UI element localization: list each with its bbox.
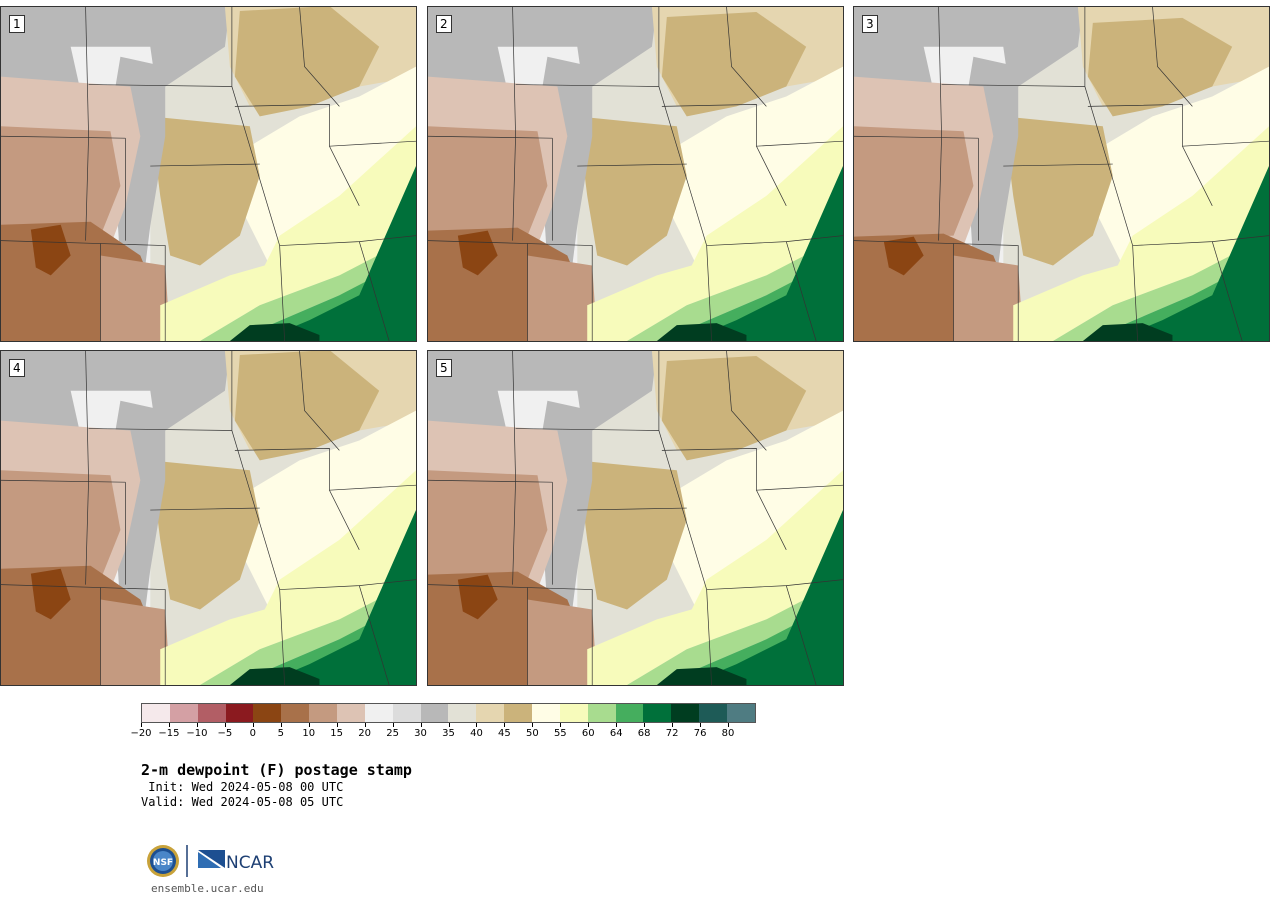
map-panel-2: 2: [427, 6, 844, 342]
colorbar-tick-label: 5: [277, 728, 284, 739]
colorbar-tick: [588, 723, 590, 727]
colorbar-tick: [476, 723, 478, 727]
colorbar-tick-label: 0: [249, 728, 256, 739]
panel-number: 5: [436, 359, 452, 377]
colorbar-tick-label: 45: [498, 728, 511, 739]
colorbar-tick-label: 25: [386, 728, 399, 739]
colorbar-tick-label: 72: [665, 728, 679, 739]
colorbar-tick: [616, 723, 618, 727]
colorbar-swatch: [476, 704, 505, 722]
colorbar-swatch: [364, 704, 393, 722]
colorbar-tick-label: 64: [609, 728, 623, 739]
colorbar-tick-label: −20: [130, 728, 152, 739]
colorbar-tick-label: 55: [553, 728, 567, 739]
colorbar-swatch: [169, 704, 198, 722]
svg-text:NCAR: NCAR: [226, 853, 274, 873]
colorbar-tick-label: 10: [302, 728, 316, 739]
colorbar-tick-label: 35: [442, 728, 455, 739]
colorbar-swatch: [532, 704, 560, 722]
colorbar-swatch: [281, 704, 310, 722]
colorbar-ticks: −20 −15 −10 −5 0 5 10 15 20 25 30 35 40 45 50 55 60 64 68 7…: [130, 723, 756, 743]
site-url: ensemble.ucar.edu: [151, 882, 264, 895]
colorbar-tick-label: 20: [358, 728, 371, 739]
colorbar-swatch: [587, 704, 616, 722]
colorbar-swatch: [337, 704, 365, 722]
colorbar-swatch: [309, 704, 338, 722]
colorbar-swatch: [142, 704, 170, 722]
colorbar-swatch: [197, 704, 226, 722]
colorbar-tick-label: −15: [158, 728, 180, 739]
colorbar-tick-label: 40: [470, 728, 483, 739]
colorbar-swatch: [225, 704, 254, 722]
colorbar-tick: [448, 723, 450, 727]
colorbar-tick: [224, 723, 226, 727]
colorbar-tick: [532, 723, 534, 727]
colorbar-tick-label: 68: [637, 728, 651, 739]
colorbar-swatch: [615, 704, 644, 722]
dewpoint-field: [428, 7, 843, 341]
colorbar-tick-label: 30: [414, 728, 427, 739]
dewpoint-field: [1, 351, 416, 685]
colorbar-swatch: [392, 704, 421, 722]
colorbar-swatch: [253, 704, 282, 722]
colorbar-swatch: [420, 704, 449, 722]
colorbar-tick-label: 50: [525, 728, 539, 739]
panel-number: 1: [9, 15, 25, 33]
map-panel-4: 4: [0, 350, 417, 686]
colorbar-tick: [336, 723, 338, 727]
svg-text:NSF: NSF: [153, 858, 173, 868]
valid-time: Valid: Wed 2024-05-08 05 UTC: [141, 795, 344, 809]
colorbar-swatch: [671, 704, 700, 722]
colorbar-tick: [168, 723, 170, 727]
colorbar-tick-label: 15: [330, 728, 344, 739]
nsf-ncar-logos: NSF NCAR: [145, 843, 275, 879]
colorbar-tick: [392, 723, 394, 727]
map-panel-5: 5: [427, 350, 844, 686]
colorbar-swatch: [448, 704, 477, 722]
colorbar-tick: [504, 723, 506, 727]
colorbar-tick: [252, 723, 254, 727]
colorbar-tick-label: 80: [721, 728, 735, 739]
colorbar-tick-label: 76: [693, 728, 707, 739]
colorbar-tick: [364, 723, 366, 727]
colorbar-tick: [308, 723, 310, 727]
plot-title: 2-m dewpoint (F) postage stamp: [141, 761, 412, 779]
colorbar-tick: [420, 723, 422, 727]
panel-number: 3: [862, 15, 878, 33]
colorbar-tick: [196, 723, 198, 727]
panel-number: 2: [436, 15, 452, 33]
colorbar-tick: [280, 723, 282, 727]
map-panel-3: 3: [853, 6, 1270, 342]
colorbar-tick-label: 60: [581, 728, 595, 739]
colorbar-swatch: [559, 704, 588, 722]
ncar-logo-icon: NCAR: [198, 850, 274, 873]
nsf-logo-icon: NSF: [147, 845, 179, 877]
colorbar-tick: [141, 723, 142, 727]
panel-number: 4: [9, 359, 25, 377]
colorbar-tick: [728, 723, 730, 727]
colorbar-swatch: [504, 704, 533, 722]
colorbar-tick-label: −5: [217, 728, 233, 739]
colorbar-tick-label: −10: [186, 728, 208, 739]
colorbar-tick: [560, 723, 562, 727]
map-panel-1: 1: [0, 6, 417, 342]
dewpoint-field: [428, 351, 843, 685]
dewpoint-colorbar: [141, 703, 756, 723]
dewpoint-field: [854, 7, 1269, 341]
colorbar-tick: [644, 723, 646, 727]
init-time: Init: Wed 2024-05-08 00 UTC: [141, 780, 344, 794]
colorbar-swatch: [699, 704, 728, 722]
colorbar-swatch: [727, 704, 755, 722]
colorbar-tick: [672, 723, 674, 727]
colorbar-swatch: [643, 704, 672, 722]
dewpoint-field: [1, 7, 416, 341]
colorbar-tick: [700, 723, 702, 727]
